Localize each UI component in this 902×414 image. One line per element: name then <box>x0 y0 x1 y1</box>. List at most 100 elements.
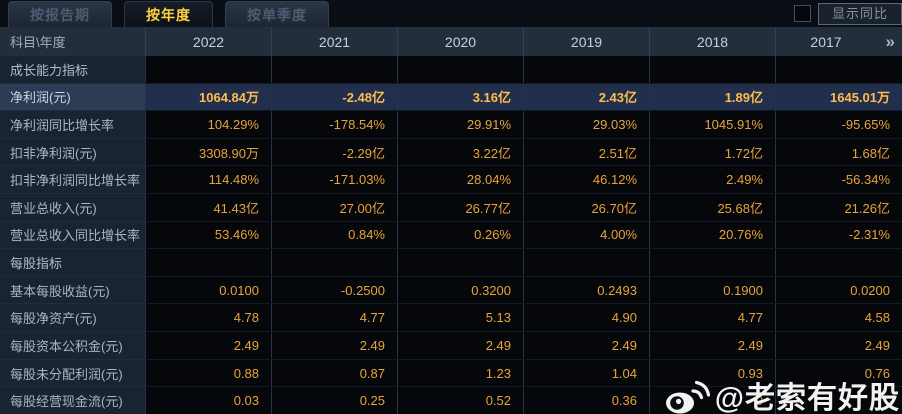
value-cell: 2.49% <box>649 166 775 194</box>
value-cell <box>523 249 649 276</box>
table-row: 扣非净利润同比增长率 114.48% -171.03% 28.04% 46.12% 2.4… <box>0 166 902 195</box>
value-cell: 0.76 <box>775 359 902 387</box>
table-row: 每股未分配利润(元) 0.88 0.87 1.23 1.04 0.93 0.76 <box>0 359 902 388</box>
value-cell: -2.31% <box>775 221 902 249</box>
value-cell <box>775 387 902 414</box>
value-cell <box>775 249 902 276</box>
value-cell: 53.46% <box>145 221 271 249</box>
row-label: 净利润(元) <box>0 83 145 112</box>
value-cell: 1.04 <box>523 359 649 387</box>
value-cell: 4.77 <box>649 304 775 332</box>
row-label: 每股指标 <box>0 249 145 277</box>
tab-bar: 按报告期 按年度 按单季度 显示同比 <box>0 0 902 27</box>
table-row: 扣非净利润(元) 3308.90万 -2.29亿 3.22亿 2.51亿 1.72亿 1.6… <box>0 138 902 167</box>
section-row: 每股指标 <box>0 249 902 277</box>
table-row: 营业总收入同比增长率 53.46% 0.84% 0.26% 4.00% 20.76% -2.… <box>0 221 902 250</box>
value-cell: 5.13 <box>397 304 523 332</box>
year-header: 2018 <box>649 27 775 56</box>
corner-cell: 科目\年度 <box>10 35 66 50</box>
value-cell: 21.26亿 <box>775 194 902 221</box>
more-years-icon[interactable]: » <box>885 31 895 51</box>
value-cell <box>145 249 271 276</box>
value-cell: 26.77亿 <box>397 194 523 221</box>
value-cell: 46.12% <box>523 166 649 194</box>
tab-annual[interactable]: 按年度 <box>124 1 213 27</box>
value-cell: 4.77 <box>271 304 397 332</box>
value-cell: 26.70亿 <box>523 194 649 221</box>
show-yoy-checkbox[interactable] <box>793 5 811 22</box>
value-cell: 1.72亿 <box>649 138 775 166</box>
value-cell: 0.0100 <box>145 276 271 304</box>
value-cell: 27.00亿 <box>271 194 397 221</box>
value-cell: -0.2500 <box>271 276 397 304</box>
table-row: 每股经营现金流(元) 0.03 0.25 0.52 0.36 0 <box>0 387 902 414</box>
value-cell: 0.2493 <box>523 276 649 304</box>
year-header: 2020 <box>397 27 523 56</box>
year-header: 2022 <box>145 27 271 56</box>
table-body: 成长能力指标 净利润(元) 1064.84万 -2.48亿 3.16亿 2.43亿 1.89… <box>0 56 902 414</box>
value-cell: 29.03% <box>523 111 649 138</box>
table-row: 每股资本公积金(元) 2.49 2.49 2.49 2.49 2.49 2.49 <box>0 332 902 360</box>
value-cell: 25.68亿 <box>649 194 775 221</box>
value-cell: 0.03 <box>145 387 271 414</box>
value-cell: 0.1900 <box>649 276 775 304</box>
value-cell: 0.26% <box>397 221 523 249</box>
year-header: 2017 <box>775 27 902 56</box>
year-header: 2021 <box>271 27 397 56</box>
value-cell: 3308.90万 <box>145 138 271 166</box>
year-headers: 2022 2021 2020 2019 2018 2017 <box>145 27 902 56</box>
value-cell: 0.0200 <box>775 276 902 304</box>
value-cell: 4.58 <box>775 304 902 332</box>
value-cell: 3.16亿 <box>397 83 523 111</box>
row-label: 营业总收入(元) <box>0 194 145 222</box>
value-cell: -178.54% <box>271 111 397 138</box>
value-cell: 1.23 <box>397 359 523 387</box>
value-cell: 2.49 <box>145 332 271 359</box>
value-cell: 2.49 <box>523 332 649 359</box>
value-cell: 1.68亿 <box>775 138 902 166</box>
value-cell <box>271 249 397 276</box>
row-label: 扣非净利润同比增长率 <box>0 166 145 195</box>
value-cell: 2.49 <box>271 332 397 359</box>
value-cell <box>649 56 775 83</box>
tab-quarterly[interactable]: 按单季度 <box>225 1 329 27</box>
value-cell: 0.88 <box>145 359 271 387</box>
table-row: 基本每股收益(元) 0.0100 -0.2500 0.3200 0.2493 0.1900… <box>0 276 902 305</box>
value-cell <box>397 249 523 276</box>
row-label: 每股未分配利润(元) <box>0 359 145 388</box>
value-cell: 114.48% <box>145 166 271 194</box>
value-cell: 1.89亿 <box>649 83 775 111</box>
value-cell: 4.90 <box>523 304 649 332</box>
value-cell: 0.25 <box>271 387 397 414</box>
value-cell <box>523 56 649 83</box>
value-cell: -2.48亿 <box>271 83 397 111</box>
value-cell: 1645.01万 <box>775 83 902 111</box>
row-label: 成长能力指标 <box>0 56 145 84</box>
value-cell: 2.49 <box>775 332 902 359</box>
yoy-controls: 显示同比 <box>793 0 902 27</box>
value-cell: 0.52 <box>397 387 523 414</box>
tab-report-period[interactable]: 按报告期 <box>8 1 112 27</box>
value-cell: 1064.84万 <box>145 83 271 111</box>
show-yoy-button[interactable]: 显示同比 <box>817 2 902 25</box>
value-cell: 2.49 <box>397 332 523 359</box>
value-cell: 0 <box>649 387 775 414</box>
year-header: 2019 <box>523 27 649 56</box>
value-cell: 2.51亿 <box>523 138 649 166</box>
value-cell: 0.3200 <box>397 276 523 304</box>
value-cell: 4.78 <box>145 304 271 332</box>
row-label: 每股资本公积金(元) <box>0 332 145 360</box>
row-label: 每股经营现金流(元) <box>0 387 145 414</box>
value-cell <box>145 56 271 83</box>
value-cell: 2.43亿 <box>523 83 649 111</box>
value-cell <box>397 56 523 83</box>
table-row: 营业总收入(元) 41.43亿 27.00亿 26.77亿 26.70亿 25.68亿 21… <box>0 194 902 222</box>
value-cell <box>775 56 902 83</box>
row-label: 营业总收入同比增长率 <box>0 221 145 250</box>
value-cell: 41.43亿 <box>145 194 271 221</box>
value-cell: 0.84% <box>271 221 397 249</box>
row-label: 每股净资产(元) <box>0 304 145 333</box>
table-row: 净利润(元) 1064.84万 -2.48亿 3.16亿 2.43亿 1.89亿 1645.… <box>0 83 902 112</box>
row-label: 基本每股收益(元) <box>0 276 145 305</box>
